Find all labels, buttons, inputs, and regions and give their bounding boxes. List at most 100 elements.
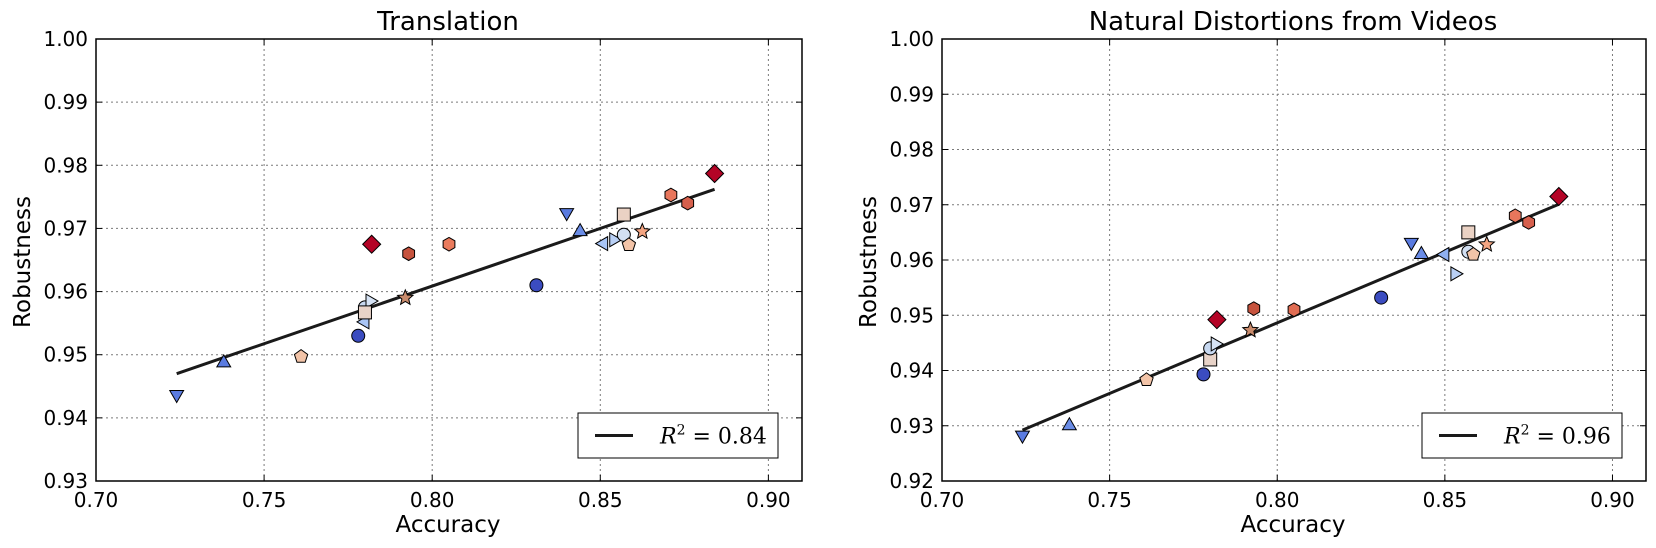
legend: R2 = 0.84 <box>577 412 779 459</box>
y-tick-label: 0.98 <box>43 153 88 177</box>
point-marker <box>1287 302 1301 318</box>
y-tick-label: 0.93 <box>889 414 934 438</box>
data-point-tri-up <box>1061 416 1078 431</box>
point-marker <box>616 207 631 222</box>
point-marker <box>664 187 678 203</box>
point-marker <box>704 163 725 184</box>
data-points <box>168 163 725 404</box>
data-point-star <box>1241 320 1260 338</box>
legend: R2 = 0.96 <box>1421 412 1623 459</box>
point-marker <box>1403 237 1420 252</box>
x-axis-label: Accuracy <box>395 512 500 538</box>
point-marker <box>1210 336 1225 352</box>
y-tick-label: 1.00 <box>43 27 88 51</box>
chart-title: Translation <box>376 7 519 37</box>
point-marker <box>633 222 652 240</box>
y-tick-label: 0.99 <box>889 82 934 106</box>
data-point-circle <box>529 278 544 293</box>
data-point-pentagon <box>621 237 637 252</box>
data-point-hexagon <box>1522 215 1536 230</box>
point-marker <box>609 231 623 248</box>
data-point-hexagon <box>402 246 416 262</box>
point-marker <box>1413 245 1430 259</box>
data-point-tri-down <box>1014 430 1031 445</box>
x-tick-label: 0.90 <box>1590 488 1635 512</box>
data-point-star <box>1477 235 1496 253</box>
data-point-circle <box>351 328 366 343</box>
point-marker <box>594 235 609 252</box>
y-tick-label: 0.94 <box>43 406 88 430</box>
data-point-tri-up <box>1413 245 1430 259</box>
point-marker <box>1247 301 1261 316</box>
point-marker <box>1522 215 1536 230</box>
point-marker <box>442 236 456 252</box>
data-point-square <box>616 207 631 222</box>
point-marker <box>1374 290 1389 305</box>
data-point-hexagon <box>664 187 678 203</box>
chart-translation: Translation Accuracy Robustness 0.70 0.75… <box>10 7 803 538</box>
data-point-circle <box>1196 367 1211 382</box>
data-point-diamond <box>704 163 725 184</box>
point-marker <box>1466 246 1481 261</box>
point-marker <box>1061 416 1078 431</box>
data-point-square <box>1461 225 1476 240</box>
data-point-hexagon <box>1508 208 1522 224</box>
point-marker <box>1477 235 1496 253</box>
point-marker <box>1549 186 1569 207</box>
data-point-tri-up <box>215 353 232 368</box>
point-marker <box>1196 367 1211 382</box>
point-marker <box>1450 266 1464 282</box>
data-point-circle <box>1374 290 1389 305</box>
data-point-tri-right <box>1450 266 1464 282</box>
y-tick-label: 1.00 <box>889 27 934 51</box>
tick-labels: 0.70 0.75 0.80 0.85 0.90 0.93 0.94 0.95 0.96 0.97… <box>43 27 790 512</box>
data-points <box>1014 186 1569 445</box>
point-marker <box>681 195 695 211</box>
data-point-tri-down <box>558 208 575 222</box>
data-point-hexagon <box>681 195 695 211</box>
x-tick-label: 0.90 <box>746 488 791 512</box>
data-point-star <box>633 222 652 240</box>
point-marker <box>558 208 575 222</box>
y-tick-label: 0.93 <box>43 469 88 493</box>
data-point-hexagon <box>442 236 456 252</box>
x-tick-label: 0.75 <box>1087 488 1132 512</box>
y-tick-label: 0.96 <box>889 248 934 272</box>
data-point-pentagon <box>1139 372 1154 387</box>
point-marker <box>351 328 366 343</box>
y-tick-label: 0.98 <box>889 138 934 162</box>
point-marker <box>1139 372 1154 387</box>
point-marker <box>1014 430 1031 445</box>
y-tick-label: 0.95 <box>43 343 88 367</box>
data-point-diamond <box>361 234 382 254</box>
point-marker <box>1508 208 1522 224</box>
point-marker <box>1207 309 1227 330</box>
data-point-pentagon <box>293 348 309 363</box>
chart-natural-distortions: Natural Distortions from Videos Accuracy… <box>856 7 1647 538</box>
point-marker <box>621 237 637 252</box>
point-marker <box>1435 246 1450 263</box>
chart-title: Natural Distortions from Videos <box>1089 7 1498 37</box>
data-point-tri-right <box>365 293 379 309</box>
point-marker <box>1461 225 1476 240</box>
data-point-diamond <box>1549 186 1569 207</box>
data-point-diamond <box>1207 309 1227 330</box>
y-axis-label: Robustness <box>10 196 36 328</box>
point-marker <box>529 278 544 293</box>
data-point-tri-down <box>1403 237 1420 252</box>
y-tick-label: 0.96 <box>43 280 88 304</box>
regression-line <box>176 187 716 376</box>
y-tick-label: 0.92 <box>889 469 934 493</box>
legend-label: R2 = 0.84 <box>659 423 767 450</box>
x-tick-label: 0.70 <box>74 488 119 512</box>
data-point-square <box>357 305 372 320</box>
point-marker <box>365 293 379 309</box>
x-tick-label: 0.85 <box>578 488 623 512</box>
tick-labels: 0.70 0.75 0.80 0.85 0.90 0.92 0.93 0.94 0.95 0.96… <box>889 27 1634 512</box>
point-marker <box>168 389 185 404</box>
x-tick-label: 0.75 <box>242 488 287 512</box>
y-tick-label: 0.95 <box>889 303 934 327</box>
point-marker <box>1241 320 1260 338</box>
x-axis-label: Accuracy <box>1240 512 1345 538</box>
y-tick-label: 0.94 <box>889 359 934 383</box>
